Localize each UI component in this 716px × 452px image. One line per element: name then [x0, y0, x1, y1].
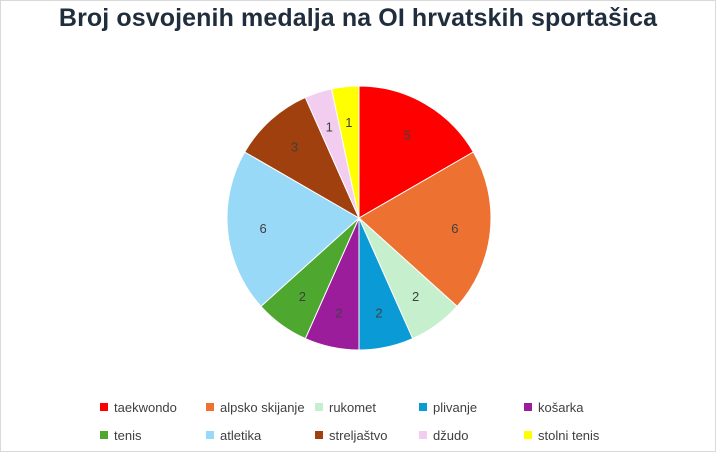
legend-item: džudo	[419, 428, 524, 443]
legend-label: plivanje	[433, 399, 478, 415]
chart-title: Broj osvojenih medalja na OI hrvatskih s…	[58, 4, 658, 32]
legend-item: plivanje	[419, 400, 524, 415]
data-label-džudo: 1	[326, 119, 333, 134]
legend-swatch	[419, 403, 427, 411]
legend-swatch	[524, 403, 532, 411]
legend-item: tenis	[100, 428, 206, 443]
legend-label: stolni tenis	[538, 427, 600, 443]
legend-swatch	[206, 431, 214, 439]
legend-swatch	[100, 431, 108, 439]
data-label-atletika: 6	[260, 221, 267, 236]
legend-item: atletika	[206, 428, 315, 443]
data-label-rukomet: 2	[412, 289, 419, 304]
pie-slice-streljaštvo	[244, 96, 361, 220]
pie-slice-alpsko-skijanje	[358, 151, 492, 308]
legend-label: tenis	[114, 427, 142, 443]
data-label-alpsko-skijanje: 6	[451, 221, 458, 236]
legend-item: alpsko skijanje	[206, 400, 315, 415]
legend-label: košarka	[538, 399, 584, 415]
legend-swatch	[419, 431, 427, 439]
data-label-stolni-tenis: 1	[345, 115, 352, 130]
pie-slice-stolni-tenis	[330, 85, 360, 219]
legend-label: džudo	[433, 427, 469, 443]
data-label-taekwondo: 5	[404, 128, 411, 143]
pie-slice-atletika	[226, 151, 360, 308]
legend-label: streljaštvo	[329, 427, 388, 443]
legend-label: rukomet	[329, 399, 376, 415]
legend-row: tenis atletika streljaštvo džudo stolni teni…	[100, 421, 660, 449]
data-label-streljaštvo: 3	[291, 139, 298, 154]
legend: taekwondo alpsko skijanje rukomet plivanje k…	[100, 393, 660, 449]
legend-item: košarka	[524, 400, 624, 415]
legend-swatch	[315, 403, 323, 411]
legend-item: streljaštvo	[315, 428, 419, 443]
legend-swatch	[206, 403, 214, 411]
pie-slice-taekwondo	[358, 85, 474, 219]
data-label-plivanje: 2	[375, 305, 382, 320]
legend-label: alpsko skijanje	[220, 399, 305, 415]
legend-item: taekwondo	[100, 400, 206, 415]
legend-item: stolni tenis	[524, 428, 624, 443]
data-label-tenis: 2	[299, 289, 306, 304]
legend-item: rukomet	[315, 400, 419, 415]
legend-swatch	[315, 431, 323, 439]
legend-swatch	[100, 403, 108, 411]
legend-swatch	[524, 431, 532, 439]
legend-label: taekwondo	[114, 399, 177, 415]
legend-row: taekwondo alpsko skijanje rukomet plivanje k…	[100, 393, 660, 421]
data-label-košarka: 2	[335, 305, 342, 320]
legend-label: atletika	[220, 427, 262, 443]
